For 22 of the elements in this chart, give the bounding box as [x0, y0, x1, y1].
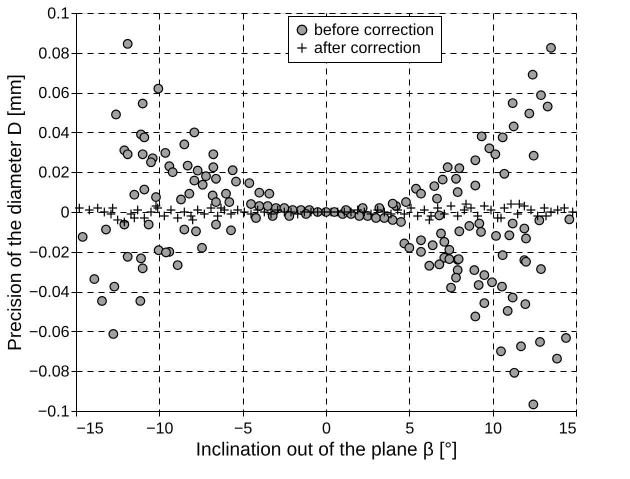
y-tick-label: −0.06: [29, 324, 70, 341]
x-axis-title: Inclination out of the plane β [°]: [196, 440, 458, 460]
y-tick-label: −0.04: [29, 284, 70, 302]
legend-label: after correction: [314, 40, 421, 57]
y-axis-title: Precision of the diameter D [mm]: [5, 74, 26, 351]
y-tick-label: 0.04: [38, 124, 70, 142]
x-tick-label: 5: [405, 420, 414, 438]
y-tick-label: 0.1: [47, 6, 70, 22]
y-tick-label: −0.02: [29, 244, 70, 262]
y-tick-label: 0.08: [38, 45, 70, 62]
y-tick-label: 0.02: [38, 164, 70, 182]
x-tick-label: 15: [558, 420, 577, 438]
y-tick-label: −0.1: [38, 404, 70, 420]
x-tick-label: −15: [76, 420, 104, 438]
x-tick-label: 0: [322, 420, 332, 438]
x-tick-label: −5: [234, 420, 252, 438]
y-tick-label: −0.08: [29, 364, 70, 381]
x-tick-label: −10: [146, 420, 174, 438]
legend-label: before correction: [314, 22, 434, 39]
y-tick-label: 0: [60, 204, 70, 222]
x-tick-label: 10: [484, 420, 502, 438]
y-tick-label: 0.06: [38, 85, 70, 102]
